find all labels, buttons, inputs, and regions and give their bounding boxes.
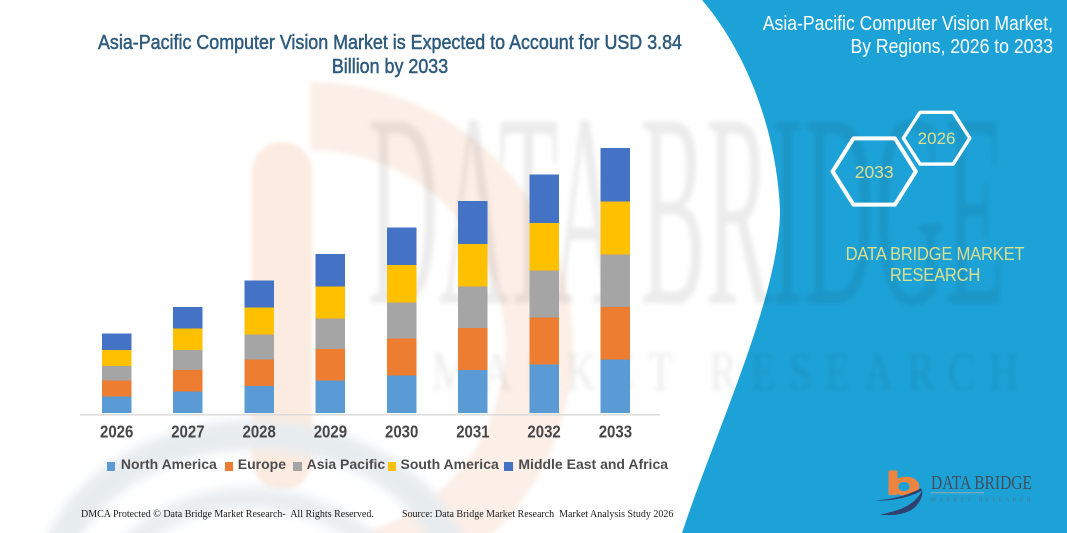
svg-text:DATA BRIDGE: DATA BRIDGE: [931, 472, 1032, 494]
svg-text:2026: 2026: [918, 129, 956, 148]
svg-text:MARKET RESEARCH: MARKET RESEARCH: [432, 341, 1032, 402]
svg-text:MARKET RESEARCH: MARKET RESEARCH: [931, 497, 1034, 504]
svg-text:2033: 2033: [855, 162, 894, 182]
